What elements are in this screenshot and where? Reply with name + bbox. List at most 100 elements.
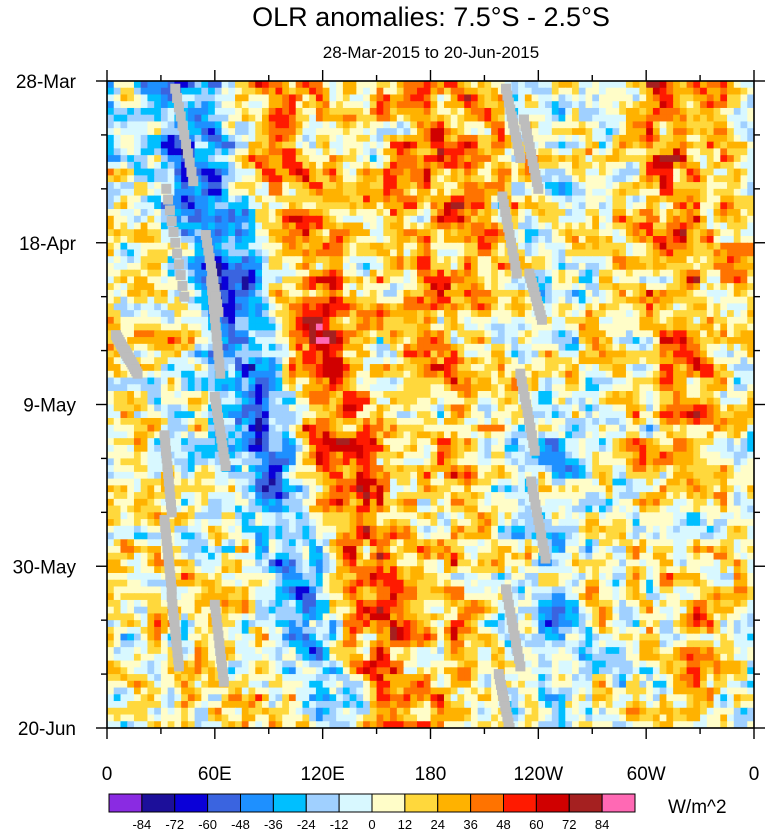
field-cell bbox=[464, 397, 472, 406]
field-cell bbox=[713, 182, 721, 190]
field-cell bbox=[268, 262, 277, 271]
field-cell bbox=[167, 222, 175, 230]
field-cell bbox=[140, 411, 149, 419]
field-cell bbox=[262, 269, 270, 278]
field-cell bbox=[470, 377, 479, 385]
field-cell bbox=[733, 202, 742, 210]
field-cell bbox=[497, 370, 506, 379]
field-cell bbox=[390, 134, 398, 143]
field-cell bbox=[598, 296, 607, 305]
field-cell bbox=[652, 134, 661, 143]
field-cell bbox=[221, 107, 229, 116]
field-cell bbox=[403, 424, 411, 433]
field-cell bbox=[598, 215, 607, 224]
field-cell bbox=[659, 256, 667, 264]
field-cell bbox=[437, 107, 445, 116]
field-cell bbox=[679, 417, 688, 426]
field-cell bbox=[329, 215, 337, 224]
field-cell bbox=[673, 310, 681, 318]
field-cell bbox=[140, 323, 149, 331]
field-cell bbox=[659, 364, 667, 372]
field-cell bbox=[572, 296, 580, 305]
field-cell bbox=[214, 377, 223, 385]
field-cell bbox=[551, 337, 560, 345]
field-cell bbox=[484, 377, 492, 385]
field-cell bbox=[120, 81, 128, 89]
field-cell bbox=[464, 101, 472, 109]
field-cell bbox=[167, 168, 175, 176]
field-cell bbox=[538, 209, 546, 217]
field-cell bbox=[531, 364, 539, 372]
field-cell bbox=[349, 357, 357, 365]
field-cell bbox=[336, 87, 344, 96]
field-cell bbox=[423, 182, 432, 190]
field-cell bbox=[740, 357, 748, 365]
field-cell bbox=[147, 161, 155, 170]
field-cell bbox=[262, 148, 270, 156]
field-cell bbox=[484, 242, 492, 251]
field-cell bbox=[700, 141, 708, 149]
field-cell bbox=[646, 316, 654, 325]
field-cell bbox=[342, 222, 351, 230]
field-cell bbox=[417, 276, 425, 284]
field-cell bbox=[342, 195, 351, 203]
field-cell bbox=[228, 330, 236, 338]
field-cell bbox=[504, 411, 512, 419]
field-cell bbox=[443, 222, 452, 230]
field-cell bbox=[133, 161, 142, 170]
field-cell bbox=[585, 350, 593, 358]
field-cell bbox=[120, 303, 128, 311]
field-cell bbox=[693, 397, 701, 406]
field-cell bbox=[639, 229, 647, 237]
field-cell bbox=[241, 337, 250, 345]
field-cell bbox=[443, 202, 452, 210]
field-cell bbox=[464, 357, 472, 365]
field-cell bbox=[336, 209, 344, 217]
field-cell bbox=[336, 323, 344, 331]
field-cell bbox=[107, 303, 115, 311]
field-cell bbox=[295, 370, 304, 379]
field-cell bbox=[147, 404, 155, 412]
field-cell bbox=[228, 107, 236, 116]
field-cell bbox=[524, 370, 533, 379]
field-cell bbox=[221, 155, 229, 163]
field-cell bbox=[673, 370, 681, 379]
field-cell bbox=[201, 134, 209, 143]
field-cell bbox=[282, 242, 290, 251]
field-cell bbox=[443, 87, 452, 96]
field-cell bbox=[470, 209, 479, 217]
field-cell bbox=[646, 303, 654, 311]
field-cell bbox=[578, 296, 587, 305]
field-cell bbox=[511, 229, 519, 237]
field-cell bbox=[403, 262, 411, 271]
field-cell bbox=[315, 370, 324, 379]
field-cell bbox=[288, 370, 297, 379]
field-cell bbox=[322, 215, 331, 224]
field-cell bbox=[120, 431, 128, 439]
field-cell bbox=[524, 101, 533, 109]
field-cell bbox=[113, 377, 122, 385]
field-cell bbox=[565, 81, 573, 89]
field-cell bbox=[632, 188, 641, 197]
field-cell bbox=[255, 202, 263, 210]
field-cell bbox=[187, 323, 196, 331]
field-cell bbox=[160, 107, 169, 116]
field-cell bbox=[625, 310, 634, 318]
field-cell bbox=[208, 364, 216, 372]
field-cell bbox=[396, 209, 405, 217]
field-cell bbox=[531, 357, 539, 365]
field-cell bbox=[437, 303, 445, 311]
field-cell bbox=[612, 262, 620, 271]
field-cell bbox=[450, 195, 459, 203]
field-cell bbox=[262, 350, 270, 358]
field-cell bbox=[423, 141, 432, 149]
field-cell bbox=[693, 364, 701, 372]
field-cell bbox=[410, 81, 418, 89]
field-cell bbox=[673, 289, 681, 298]
field-cell bbox=[315, 134, 324, 143]
field-cell bbox=[147, 296, 155, 305]
field-cell bbox=[127, 316, 135, 325]
field-cell bbox=[187, 114, 196, 123]
field-cell bbox=[201, 195, 209, 203]
field-cell bbox=[625, 411, 634, 419]
